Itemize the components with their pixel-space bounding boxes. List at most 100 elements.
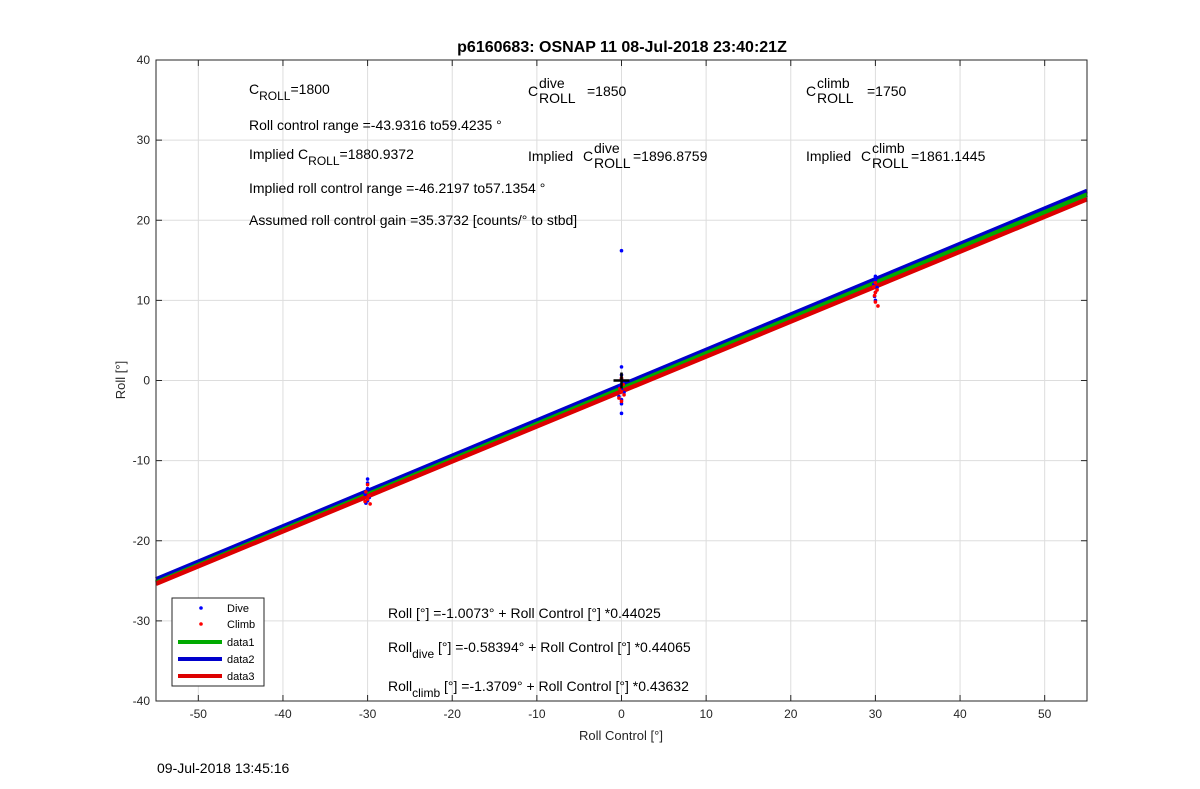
annotations: CROLL=1800 C dive ROLL =1850 C climb ROL… <box>249 75 986 700</box>
implied-c-roll-dive-annotation: Implied C dive ROLL =1896.8759 <box>528 140 708 171</box>
roll-subscript: ROLL <box>872 155 909 171</box>
y-tick-label: 10 <box>137 293 151 307</box>
c-roll-dive-annotation: C dive ROLL =1850 <box>528 75 627 106</box>
roll-control-range: Roll control range =-43.9316 to59.4235 ° <box>249 117 502 133</box>
legend-label-dive: Dive <box>227 603 249 615</box>
y-tick-label: -20 <box>133 534 151 548</box>
point-climb <box>873 290 878 295</box>
y-tick-label: 0 <box>143 374 150 388</box>
point-climb <box>617 396 621 400</box>
x-tick-label: -20 <box>444 707 462 721</box>
implied-c-roll-dive-value: =1896.8759 <box>633 148 708 164</box>
c-letter: C <box>806 83 816 99</box>
point-climb <box>619 399 624 404</box>
point-dive <box>619 365 624 369</box>
x-axis-label: Roll Control [°] <box>579 728 663 743</box>
roll-word: Roll <box>388 678 412 694</box>
point-climb <box>871 284 876 289</box>
point-dive <box>619 411 624 416</box>
implied-word: Implied <box>249 146 294 162</box>
x-tick-label: 0 <box>618 707 625 721</box>
x-tick-label: -50 <box>190 707 208 721</box>
point-climb <box>363 499 367 504</box>
y-tick-label: -10 <box>133 454 151 468</box>
svg-text:Rolldive [°] =-0.58394° + Roll: Rolldive [°] =-0.58394° + Roll Control [… <box>388 639 691 661</box>
point-climb <box>365 497 370 501</box>
c-roll-value: =1800 <box>290 81 330 97</box>
point-dive <box>619 248 624 253</box>
x-tick-label: -40 <box>274 707 292 721</box>
dive-superscript: dive <box>539 75 565 91</box>
implied-c-roll-climb-annotation: Implied C climb ROLL =1861.1445 <box>806 140 986 171</box>
point-dive <box>365 486 370 491</box>
climb-superscript: climb <box>872 140 905 156</box>
chart-title: p6160683: OSNAP 11 08-Jul-2018 23:40:21Z <box>457 39 787 56</box>
svg-text:Implied CROLL=1880.9372: Implied CROLL=1880.9372 <box>249 146 414 168</box>
c-roll-climb-annotation: C climb ROLL =1750 <box>806 75 907 106</box>
y-axis-label: Roll [°] <box>113 361 128 399</box>
dive-superscript: dive <box>594 140 620 156</box>
equation-dive: [°] =-0.58394° + Roll Control [°] *0.440… <box>438 639 691 655</box>
y-tick-label: 30 <box>137 133 151 147</box>
legend-marker-dive <box>199 606 203 610</box>
roll-subscript: ROLL <box>308 154 340 168</box>
svg-text:CROLL=1800: CROLL=1800 <box>249 81 330 103</box>
roll-subscript: ROLL <box>259 89 291 103</box>
implied-c-roll-climb-value: =1861.1445 <box>911 148 986 164</box>
legend-marker-climb <box>199 622 203 626</box>
c-letter: C <box>249 81 259 97</box>
point-climb <box>622 393 626 397</box>
climb-superscript: climb <box>817 75 850 91</box>
roll-subscript: ROLL <box>817 90 854 106</box>
c-letter: C <box>298 146 308 162</box>
legend-item-climb: Climb <box>199 619 255 631</box>
c-letter: C <box>528 83 538 99</box>
svg-text:Rollclimb [°] =-1.3709° + Roll: Rollclimb [°] =-1.3709° + Roll Control [… <box>388 678 689 700</box>
equation-all: Roll [°] =-1.0073° + Roll Control [°] *0… <box>388 605 661 621</box>
point-dive <box>873 274 878 279</box>
x-tick-label: 30 <box>869 707 883 721</box>
legend-item-data3: data3 <box>178 671 255 683</box>
x-tick-label: 40 <box>953 707 967 721</box>
plot-area: -50 -40 -30 -20 -10 0 10 20 30 40 50 -40 -30 -20 -10 0 1… <box>133 53 1088 721</box>
point-dive <box>365 477 370 481</box>
point-climb <box>873 280 878 285</box>
legend-label-data1: data1 <box>227 637 255 649</box>
dive-subscript: dive <box>412 647 434 661</box>
legend-item-data2: data2 <box>178 654 255 666</box>
point-climb <box>367 494 372 498</box>
y-tick-label: -30 <box>133 614 151 628</box>
footer-timestamp: 09-Jul-2018 13:45:16 <box>157 760 290 776</box>
y-tick-label: 20 <box>137 213 151 227</box>
x-tick-label: 50 <box>1038 707 1052 721</box>
roll-word: Roll <box>388 639 412 655</box>
y-tick-label: 40 <box>137 53 151 67</box>
implied-word: Implied <box>528 148 573 164</box>
point-climb <box>365 482 370 487</box>
legend-label-data2: data2 <box>227 654 255 666</box>
c-letter: C <box>583 148 593 164</box>
roll-subscript: ROLL <box>594 155 631 171</box>
c-roll-climb-value: =1750 <box>867 83 907 99</box>
implied-c-roll-value: =1880.9372 <box>340 146 415 162</box>
point-climb <box>876 304 880 308</box>
x-tick-label: -30 <box>359 707 377 721</box>
roll-subscript: ROLL <box>539 90 576 106</box>
point-climb <box>872 293 877 298</box>
implied-word: Implied <box>806 148 851 164</box>
implied-roll-control-range: Implied roll control range =-46.2197 to5… <box>249 180 545 196</box>
point-climb <box>364 490 368 494</box>
assumed-gain: Assumed roll control gain =35.3732 [coun… <box>249 212 577 228</box>
legend-item-data1: data1 <box>178 637 255 649</box>
x-tick-label: 20 <box>784 707 798 721</box>
equation-climb: [°] =-1.3709° + Roll Control [°] *0.4363… <box>444 678 689 694</box>
legend-label-climb: Climb <box>227 619 255 631</box>
point-climb <box>619 389 624 394</box>
legend-item-dive: Dive <box>199 603 249 615</box>
c-roll-dive-value: =1850 <box>587 83 627 99</box>
legend: Dive Climb data1 data2 data3 <box>171 597 265 687</box>
c-letter: C <box>861 148 871 164</box>
x-tick-label: 10 <box>699 707 713 721</box>
center-marker <box>613 372 630 389</box>
